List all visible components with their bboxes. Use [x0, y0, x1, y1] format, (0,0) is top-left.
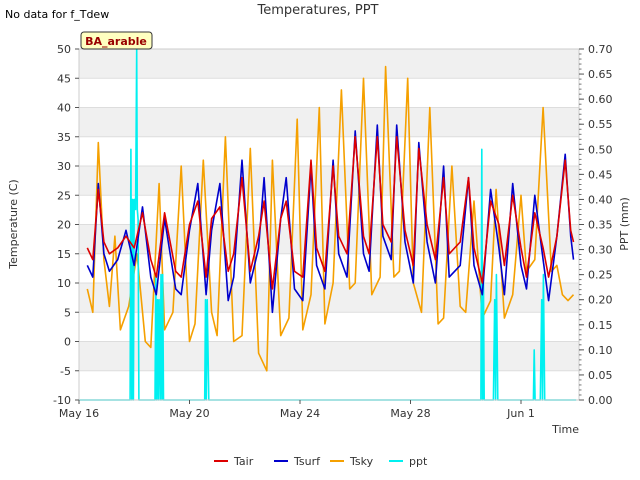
- legend-label-tsurf: Tsurf: [293, 455, 321, 468]
- x-tick-label: May 20: [169, 407, 209, 420]
- left-tick-label: 40: [57, 102, 71, 115]
- left-tick-label: 0: [64, 336, 71, 349]
- right-tick-label: 0.25: [588, 269, 613, 282]
- x-axis-label: Time: [551, 423, 579, 436]
- x-tick-label: May 16: [59, 407, 99, 420]
- right-axis: 0.00 0.05 0.10 0.15 0.20 0.25 0.30 0.35 0.40 0.45…: [579, 43, 613, 407]
- left-tick-label: -5: [60, 365, 71, 378]
- right-tick-label: 0.50: [588, 143, 613, 156]
- left-tick-label: 20: [57, 219, 71, 232]
- right-tick-label: 0.05: [588, 369, 613, 382]
- right-tick-label: 0.15: [588, 319, 613, 332]
- right-tick-label: 0.00: [588, 394, 613, 407]
- x-tick-label: Jun 1: [506, 407, 535, 420]
- grid-band: [79, 370, 579, 400]
- right-tick-label: 0.45: [588, 168, 613, 181]
- right-tick-label: 0.35: [588, 219, 613, 232]
- left-axis-label: Temperature (C): [7, 179, 20, 269]
- series-line-tair: [86, 136, 575, 290]
- legend-label-ppt: ppt: [409, 455, 428, 468]
- right-tick-label: 0.55: [588, 118, 613, 131]
- right-tick-label: 0.10: [588, 344, 613, 357]
- right-tick-label: 0.30: [588, 244, 613, 257]
- left-tick-label: 50: [57, 43, 71, 56]
- legend: Tair Tsurf Tsky ppt: [214, 455, 428, 468]
- left-axis: -10 -5 0 5 10 15 20 25 30 35 40 45 50: [53, 43, 79, 407]
- no-data-note: No data for f_Tdew: [5, 8, 109, 21]
- legend-label-tsky: Tsky: [349, 455, 374, 468]
- left-tick-label: 25: [57, 189, 71, 202]
- x-axis: May 16 May 20 May 24 May 28 Jun 1: [59, 400, 535, 420]
- left-tick-label: 35: [57, 131, 71, 144]
- grid-band: [79, 341, 579, 371]
- legend-label-tair: Tair: [233, 455, 254, 468]
- left-tick-label: 10: [57, 277, 71, 290]
- site-label-text: BA_arable: [85, 35, 147, 48]
- series-line-tsky: [86, 65, 575, 372]
- right-tick-label: 0.70: [588, 43, 613, 56]
- left-tick-label: 30: [57, 160, 71, 173]
- right-axis-label: PPT (mm): [618, 197, 631, 251]
- grid-band: [79, 78, 579, 108]
- left-tick-label: -10: [53, 394, 71, 407]
- right-tick-label: 0.60: [588, 93, 613, 106]
- left-tick-label: 5: [64, 306, 71, 319]
- left-tick-label: 45: [57, 72, 71, 85]
- grid-band: [79, 136, 579, 166]
- x-tick-label: May 24: [280, 407, 320, 420]
- right-tick-label: 0.65: [588, 68, 613, 81]
- x-tick-label: May 28: [390, 407, 430, 420]
- left-tick-label: 15: [57, 248, 71, 261]
- grid-band: [79, 49, 579, 79]
- grid-band: [79, 107, 579, 137]
- right-tick-label: 0.20: [588, 294, 613, 307]
- site-label-badge: BA_arable: [80, 31, 153, 50]
- right-tick-label: 0.40: [588, 193, 613, 206]
- grid-band: [79, 166, 579, 196]
- chart-title: Temperatures, PPT: [256, 3, 378, 18]
